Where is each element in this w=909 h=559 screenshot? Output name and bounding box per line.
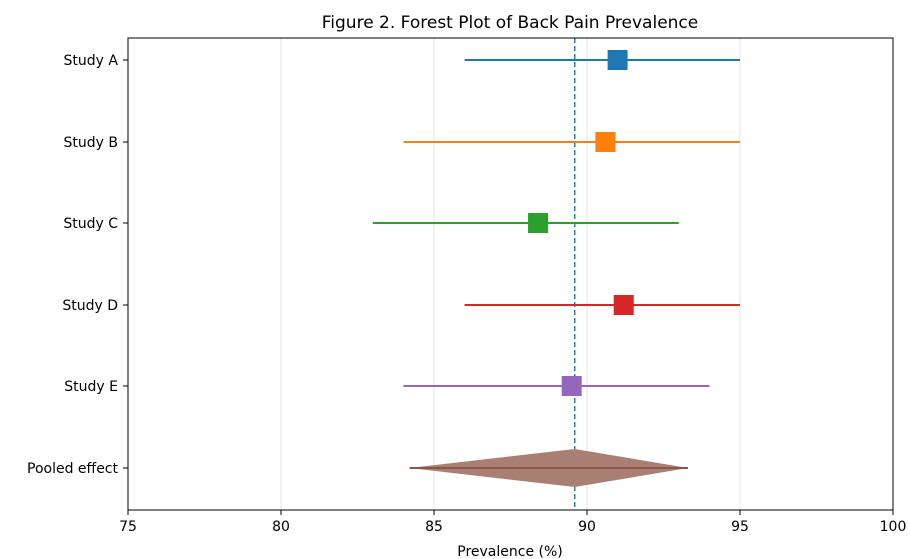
x-axis-label: Prevalence (%) [457,544,563,559]
y-tick-label: Study D [62,298,118,314]
estimate-marker [561,376,582,396]
x-tick-label: 75 [119,519,137,535]
x-tick-label: 80 [272,519,290,535]
point-estimates [528,50,634,396]
y-tick-label: Study E [64,379,118,395]
x-tick-label: 95 [731,519,749,535]
x-tick-label: 100 [880,519,907,535]
x-tick-label: 85 [425,519,443,535]
y-tick-label: Study A [64,53,119,69]
x-axis-ticks: 75 80 85 90 95 100 [119,510,906,535]
estimate-marker [607,50,628,70]
gridlines [280,38,741,510]
y-axis-ticks: Study A Study B Study C Study D Study E Poole… [27,53,128,477]
pooled-effect-group [409,449,688,487]
estimate-marker [528,213,549,233]
estimate-marker [595,132,616,152]
chart-title: Figure 2. Forest Plot of Back Pain Preva… [322,13,699,33]
y-tick-label: Study C [63,216,118,232]
confidence-intervals [372,59,740,387]
estimate-marker [613,295,634,315]
plot-frame [127,37,894,511]
y-tick-label: Study B [64,135,118,151]
x-tick-label: 90 [578,519,596,535]
y-tick-label: Pooled effect [27,461,118,477]
